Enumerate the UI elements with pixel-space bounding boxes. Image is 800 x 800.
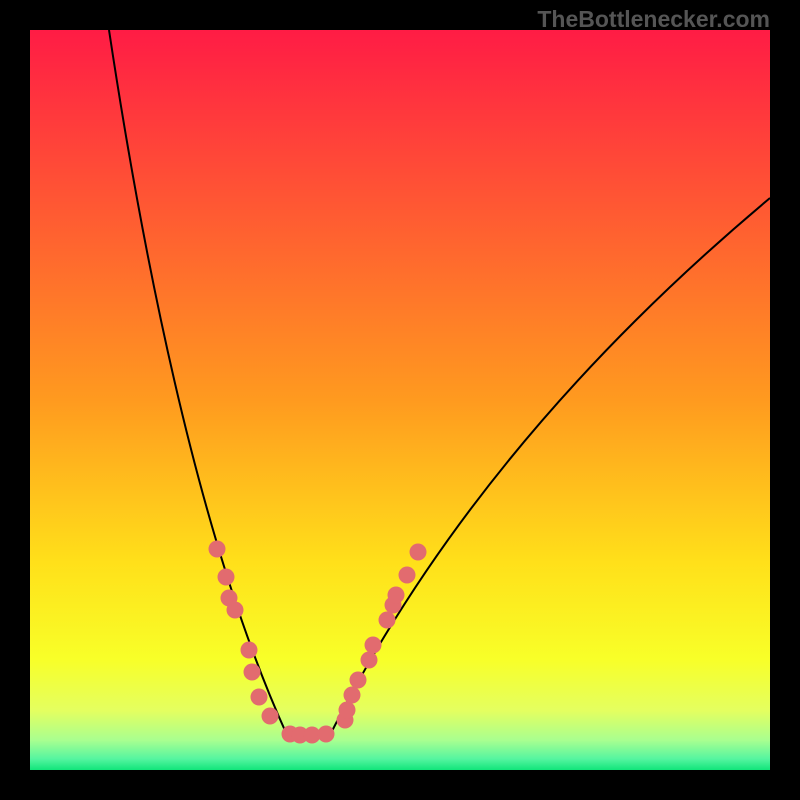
- data-dot: [227, 602, 244, 619]
- data-dot: [339, 702, 356, 719]
- data-dot: [388, 587, 405, 604]
- data-dot: [251, 689, 268, 706]
- data-dot: [244, 664, 261, 681]
- data-dot: [350, 672, 367, 689]
- data-dot: [410, 544, 427, 561]
- data-dot: [218, 569, 235, 586]
- curve-left: [109, 30, 287, 735]
- data-dot: [318, 726, 335, 743]
- data-dot: [365, 637, 382, 654]
- data-dot: [361, 652, 378, 669]
- curves-svg: [0, 0, 800, 800]
- data-dot: [379, 612, 396, 629]
- data-dot: [241, 642, 258, 659]
- watermark-text: TheBottlenecker.com: [537, 6, 770, 33]
- data-dot: [344, 687, 361, 704]
- data-dot: [209, 541, 226, 558]
- data-dot: [399, 567, 416, 584]
- data-dot: [262, 708, 279, 725]
- curve-right: [330, 198, 770, 735]
